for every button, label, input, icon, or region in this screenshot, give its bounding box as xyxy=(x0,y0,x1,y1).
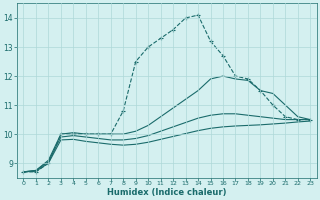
X-axis label: Humidex (Indice chaleur): Humidex (Indice chaleur) xyxy=(107,188,227,197)
